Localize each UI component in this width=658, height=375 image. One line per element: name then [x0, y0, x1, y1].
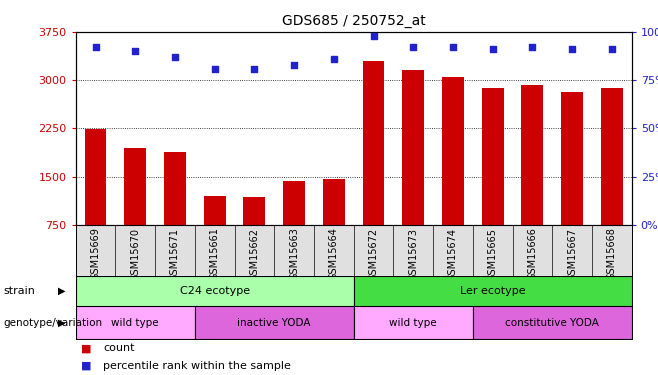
- Point: [447, 44, 458, 50]
- Bar: [124, 148, 146, 225]
- Text: count: count: [103, 343, 135, 353]
- Text: GSM15673: GSM15673: [408, 228, 418, 280]
- Text: GSM15668: GSM15668: [607, 228, 617, 280]
- Bar: [473, 306, 632, 339]
- Text: strain: strain: [3, 286, 35, 296]
- Text: wild type: wild type: [390, 318, 437, 327]
- Text: percentile rank within the sample: percentile rank within the sample: [103, 361, 291, 371]
- Bar: [204, 196, 226, 225]
- Text: GSM15663: GSM15663: [289, 228, 299, 280]
- Text: ▶: ▶: [59, 286, 66, 296]
- Text: GSM15669: GSM15669: [91, 228, 101, 280]
- Point: [328, 56, 339, 62]
- Bar: [354, 276, 632, 306]
- Text: constitutive YODA: constitutive YODA: [505, 318, 599, 327]
- Point: [488, 46, 498, 52]
- Text: GSM15667: GSM15667: [567, 228, 577, 280]
- Bar: [363, 62, 384, 225]
- Text: ▶: ▶: [59, 318, 66, 327]
- Point: [170, 54, 180, 60]
- Bar: [402, 70, 424, 225]
- Bar: [76, 276, 354, 306]
- Text: ■: ■: [81, 361, 91, 371]
- Text: GSM15661: GSM15661: [210, 228, 220, 280]
- Text: Ler ecotype: Ler ecotype: [460, 286, 526, 296]
- Point: [130, 48, 141, 54]
- Point: [249, 66, 260, 72]
- Bar: [283, 181, 305, 225]
- Bar: [243, 197, 265, 225]
- Text: GSM15665: GSM15665: [488, 228, 497, 280]
- Point: [289, 62, 299, 68]
- Text: GSM15670: GSM15670: [130, 228, 140, 280]
- Bar: [601, 88, 622, 225]
- Bar: [482, 88, 503, 225]
- Point: [607, 46, 617, 52]
- Text: GSM15672: GSM15672: [368, 228, 378, 280]
- Bar: [164, 152, 186, 225]
- Text: genotype/variation: genotype/variation: [3, 318, 103, 327]
- Text: wild type: wild type: [111, 318, 159, 327]
- Text: inactive YODA: inactive YODA: [238, 318, 311, 327]
- Text: ■: ■: [81, 343, 91, 353]
- Text: GSM15666: GSM15666: [528, 228, 538, 280]
- Title: GDS685 / 250752_at: GDS685 / 250752_at: [282, 14, 426, 28]
- Bar: [561, 92, 583, 225]
- Bar: [76, 306, 195, 339]
- Text: C24 ecotype: C24 ecotype: [180, 286, 250, 296]
- Bar: [354, 306, 473, 339]
- Point: [90, 44, 101, 50]
- Bar: [442, 77, 464, 225]
- Text: GSM15662: GSM15662: [249, 228, 259, 280]
- Point: [408, 44, 418, 50]
- Point: [567, 46, 577, 52]
- Point: [527, 44, 538, 50]
- Point: [209, 66, 220, 72]
- Text: GSM15674: GSM15674: [448, 228, 458, 280]
- Text: GSM15671: GSM15671: [170, 228, 180, 280]
- Bar: [195, 306, 354, 339]
- Bar: [323, 179, 345, 225]
- Point: [368, 33, 379, 39]
- Text: GSM15664: GSM15664: [329, 228, 339, 280]
- Bar: [85, 129, 107, 225]
- Bar: [522, 85, 544, 225]
